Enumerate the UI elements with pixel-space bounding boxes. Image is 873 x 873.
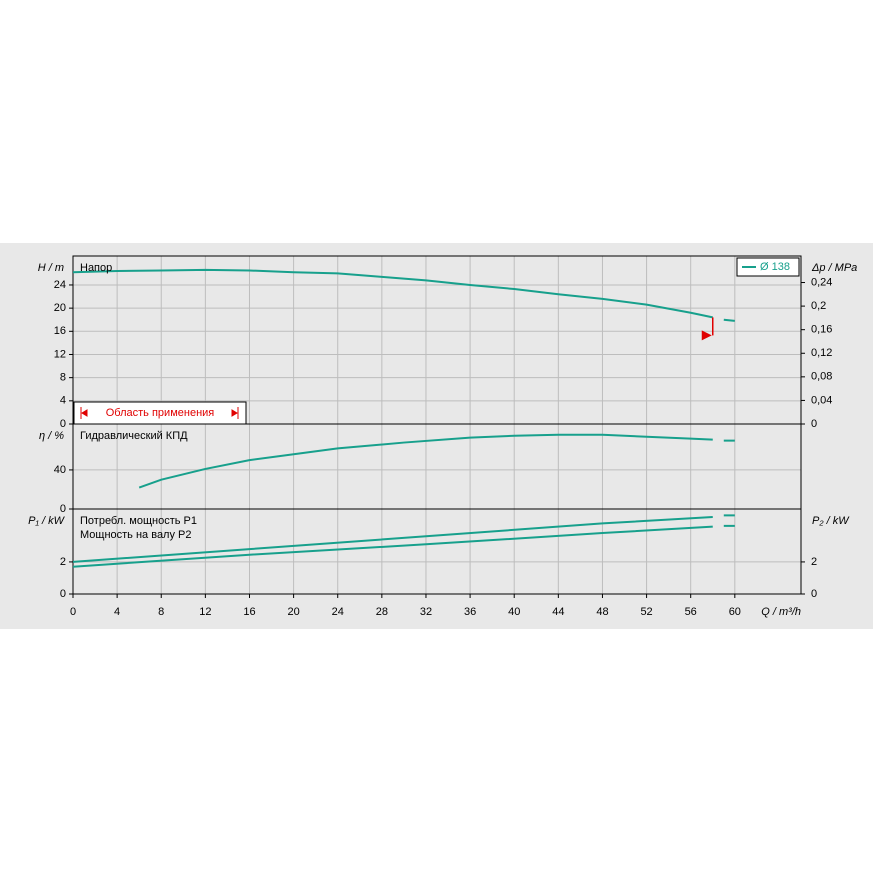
y2-tick-label: 0,24 [811,276,832,288]
series-label: Напор [80,262,112,274]
annotation-arrow [80,407,88,419]
plot-area [73,509,801,594]
y2-axis-label: P₂ / kW [812,515,850,527]
x-tick-label: 28 [376,606,388,618]
y2-tick-label: 0,08 [811,371,832,383]
y-axis-label: H / m [38,262,64,274]
y-tick-label: 0 [60,503,66,515]
x-tick-label: 20 [287,606,299,618]
x-axis-label: Q / m³/h [761,606,801,618]
legend-label: Ø 138 [760,261,790,273]
legend-box [736,257,800,277]
y-axis-label: η / % [39,430,64,442]
series-line [72,268,735,322]
y-tick-label: 0 [60,588,66,600]
y-tick-label: 12 [54,348,66,360]
y-tick-label: 20 [54,302,66,314]
series-label: Потребл. мощность P1 [80,515,197,527]
y-tick-label: 24 [54,279,66,291]
x-tick-label: 12 [199,606,211,618]
y2-tick-label: 0,04 [811,394,832,406]
y2-axis-label: Δp / MPa [811,262,857,274]
plot-area [73,256,801,424]
x-tick-label: 52 [640,606,652,618]
x-tick-label: 60 [729,606,741,618]
y-tick-label: 4 [60,395,66,407]
y-tick-label: 0 [60,418,66,430]
x-tick-label: 16 [243,606,255,618]
x-tick-label: 32 [420,606,432,618]
series-line [138,433,735,489]
y-axis-label: P₁ / kW [28,515,65,527]
x-tick-label: 40 [508,606,520,618]
x-tick-label: 48 [596,606,608,618]
y-tick-label: 40 [54,464,66,476]
x-tick-label: 56 [685,606,697,618]
x-tick-label: 44 [552,606,564,618]
range-arrow [701,330,712,341]
series-label: Гидравлический КПД [80,430,188,442]
plot-frame [72,508,802,595]
x-tick-label: 36 [464,606,476,618]
y2-tick-label: 0,16 [811,324,832,336]
y2-tick-label: 2 [811,556,817,568]
x-tick-label: 0 [70,606,76,618]
series-line [72,514,735,563]
y2-tick-label: 0 [811,418,817,430]
x-tick-label: 4 [114,606,120,618]
y-tick-label: 16 [54,325,66,337]
annotation-arrow [231,407,239,419]
y2-tick-label: 0,2 [811,300,826,312]
series-label: Мощность на валу P2 [80,529,192,541]
x-tick-label: 24 [332,606,344,618]
annotation-label: Область применения [106,407,215,419]
y-tick-label: 2 [60,556,66,568]
series-line [72,524,735,568]
y2-tick-label: 0 [811,588,817,600]
y2-tick-label: 0,12 [811,347,832,359]
y-tick-label: 8 [60,372,66,384]
x-tick-label: 8 [158,606,164,618]
